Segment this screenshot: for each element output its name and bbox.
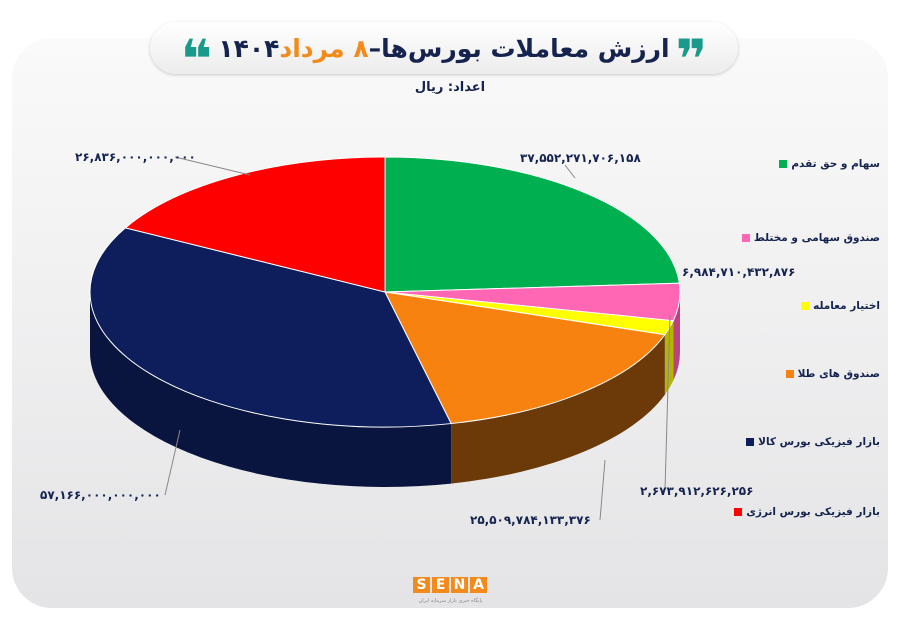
pie-slice-4[interactable] xyxy=(89,227,452,428)
legend-item: بازار فیزیکی بورس کالا xyxy=(746,436,880,448)
legend-swatch xyxy=(801,302,810,310)
data-label: ۲۵,۵۰۹,۷۸۴,۱۳۳,۳۷۶ xyxy=(470,513,591,527)
title-main: ارزش معاملات بورس‌ها– xyxy=(368,33,670,63)
legend-item: اختیار معامله xyxy=(801,300,880,312)
data-label: ۳۷,۵۵۲,۲۷۱,۷۰۶,۱۵۸ xyxy=(520,151,641,165)
data-label: ۶,۹۸۴,۷۱۰,۴۳۲,۸۷۶ xyxy=(682,265,795,279)
logo-letter: E xyxy=(432,577,449,593)
legend-label: صندوق سهامی و مختلط xyxy=(753,232,880,244)
unit-label: اعداد: ریال xyxy=(414,80,486,95)
legend-label: بازار فیزیکی بورس انرژی xyxy=(746,506,880,518)
leader-line xyxy=(164,429,181,496)
logo-letter: A xyxy=(470,577,487,593)
legend-swatch xyxy=(741,234,750,242)
pie-slice-0[interactable] xyxy=(384,156,680,293)
legend-label: بازار فیزیکی بورس کالا xyxy=(758,436,880,448)
legend-label: صندوق های طلا xyxy=(797,368,880,380)
legend-item: سهام و حق تقدم xyxy=(779,158,880,170)
leader-line xyxy=(564,164,576,179)
leader-line xyxy=(599,459,606,521)
title-date: ۸ مرداد xyxy=(279,33,369,63)
leader-line xyxy=(174,156,251,176)
logo-letter: S xyxy=(413,577,430,593)
leader-line xyxy=(664,314,671,491)
data-label: ۲۶,۸۳۶,۰۰۰,۰۰۰,۰۰۰ xyxy=(75,150,196,164)
legend-item: صندوق سهامی و مختلط xyxy=(741,232,880,244)
pie-side-4 xyxy=(90,292,452,487)
legend-item: بازار فیزیکی بورس انرژی xyxy=(734,506,880,518)
legend-swatch xyxy=(785,370,794,378)
logo-letter: N xyxy=(451,577,468,593)
data-label: ۲,۶۷۳,۹۱۲,۶۲۶,۲۵۶ xyxy=(640,484,753,498)
legend-label: سهام و حق تقدم xyxy=(791,158,880,170)
pie-slice-5[interactable] xyxy=(124,156,386,293)
legend-swatch xyxy=(734,508,743,516)
chart-title: ارزش معاملات بورس‌ها–۸ مرداد۱۴۰۴ xyxy=(218,34,669,63)
logo-subtitle: پایگاه خبری بازار سرمایه ایران xyxy=(418,598,483,604)
data-label: ۵۷,۱۶۶,۰۰۰,۰۰۰,۰۰۰ xyxy=(40,488,161,502)
legend-swatch xyxy=(779,160,788,168)
pie-side-3 xyxy=(451,334,665,484)
legend-label: اختیار معامله xyxy=(813,300,880,312)
pie-side-1 xyxy=(673,292,680,381)
legend-item: صندوق های طلا xyxy=(785,368,880,380)
title-banner: ❞ ارزش معاملات بورس‌ها–۸ مرداد۱۴۰۴ ❝ xyxy=(150,22,738,74)
quote-open-icon: ❞ xyxy=(675,33,708,73)
title-year: ۱۴۰۴ xyxy=(218,33,280,63)
legend-swatch xyxy=(746,438,755,446)
pie-slice-3[interactable] xyxy=(384,291,666,425)
quote-close-icon: ❝ xyxy=(180,33,213,73)
